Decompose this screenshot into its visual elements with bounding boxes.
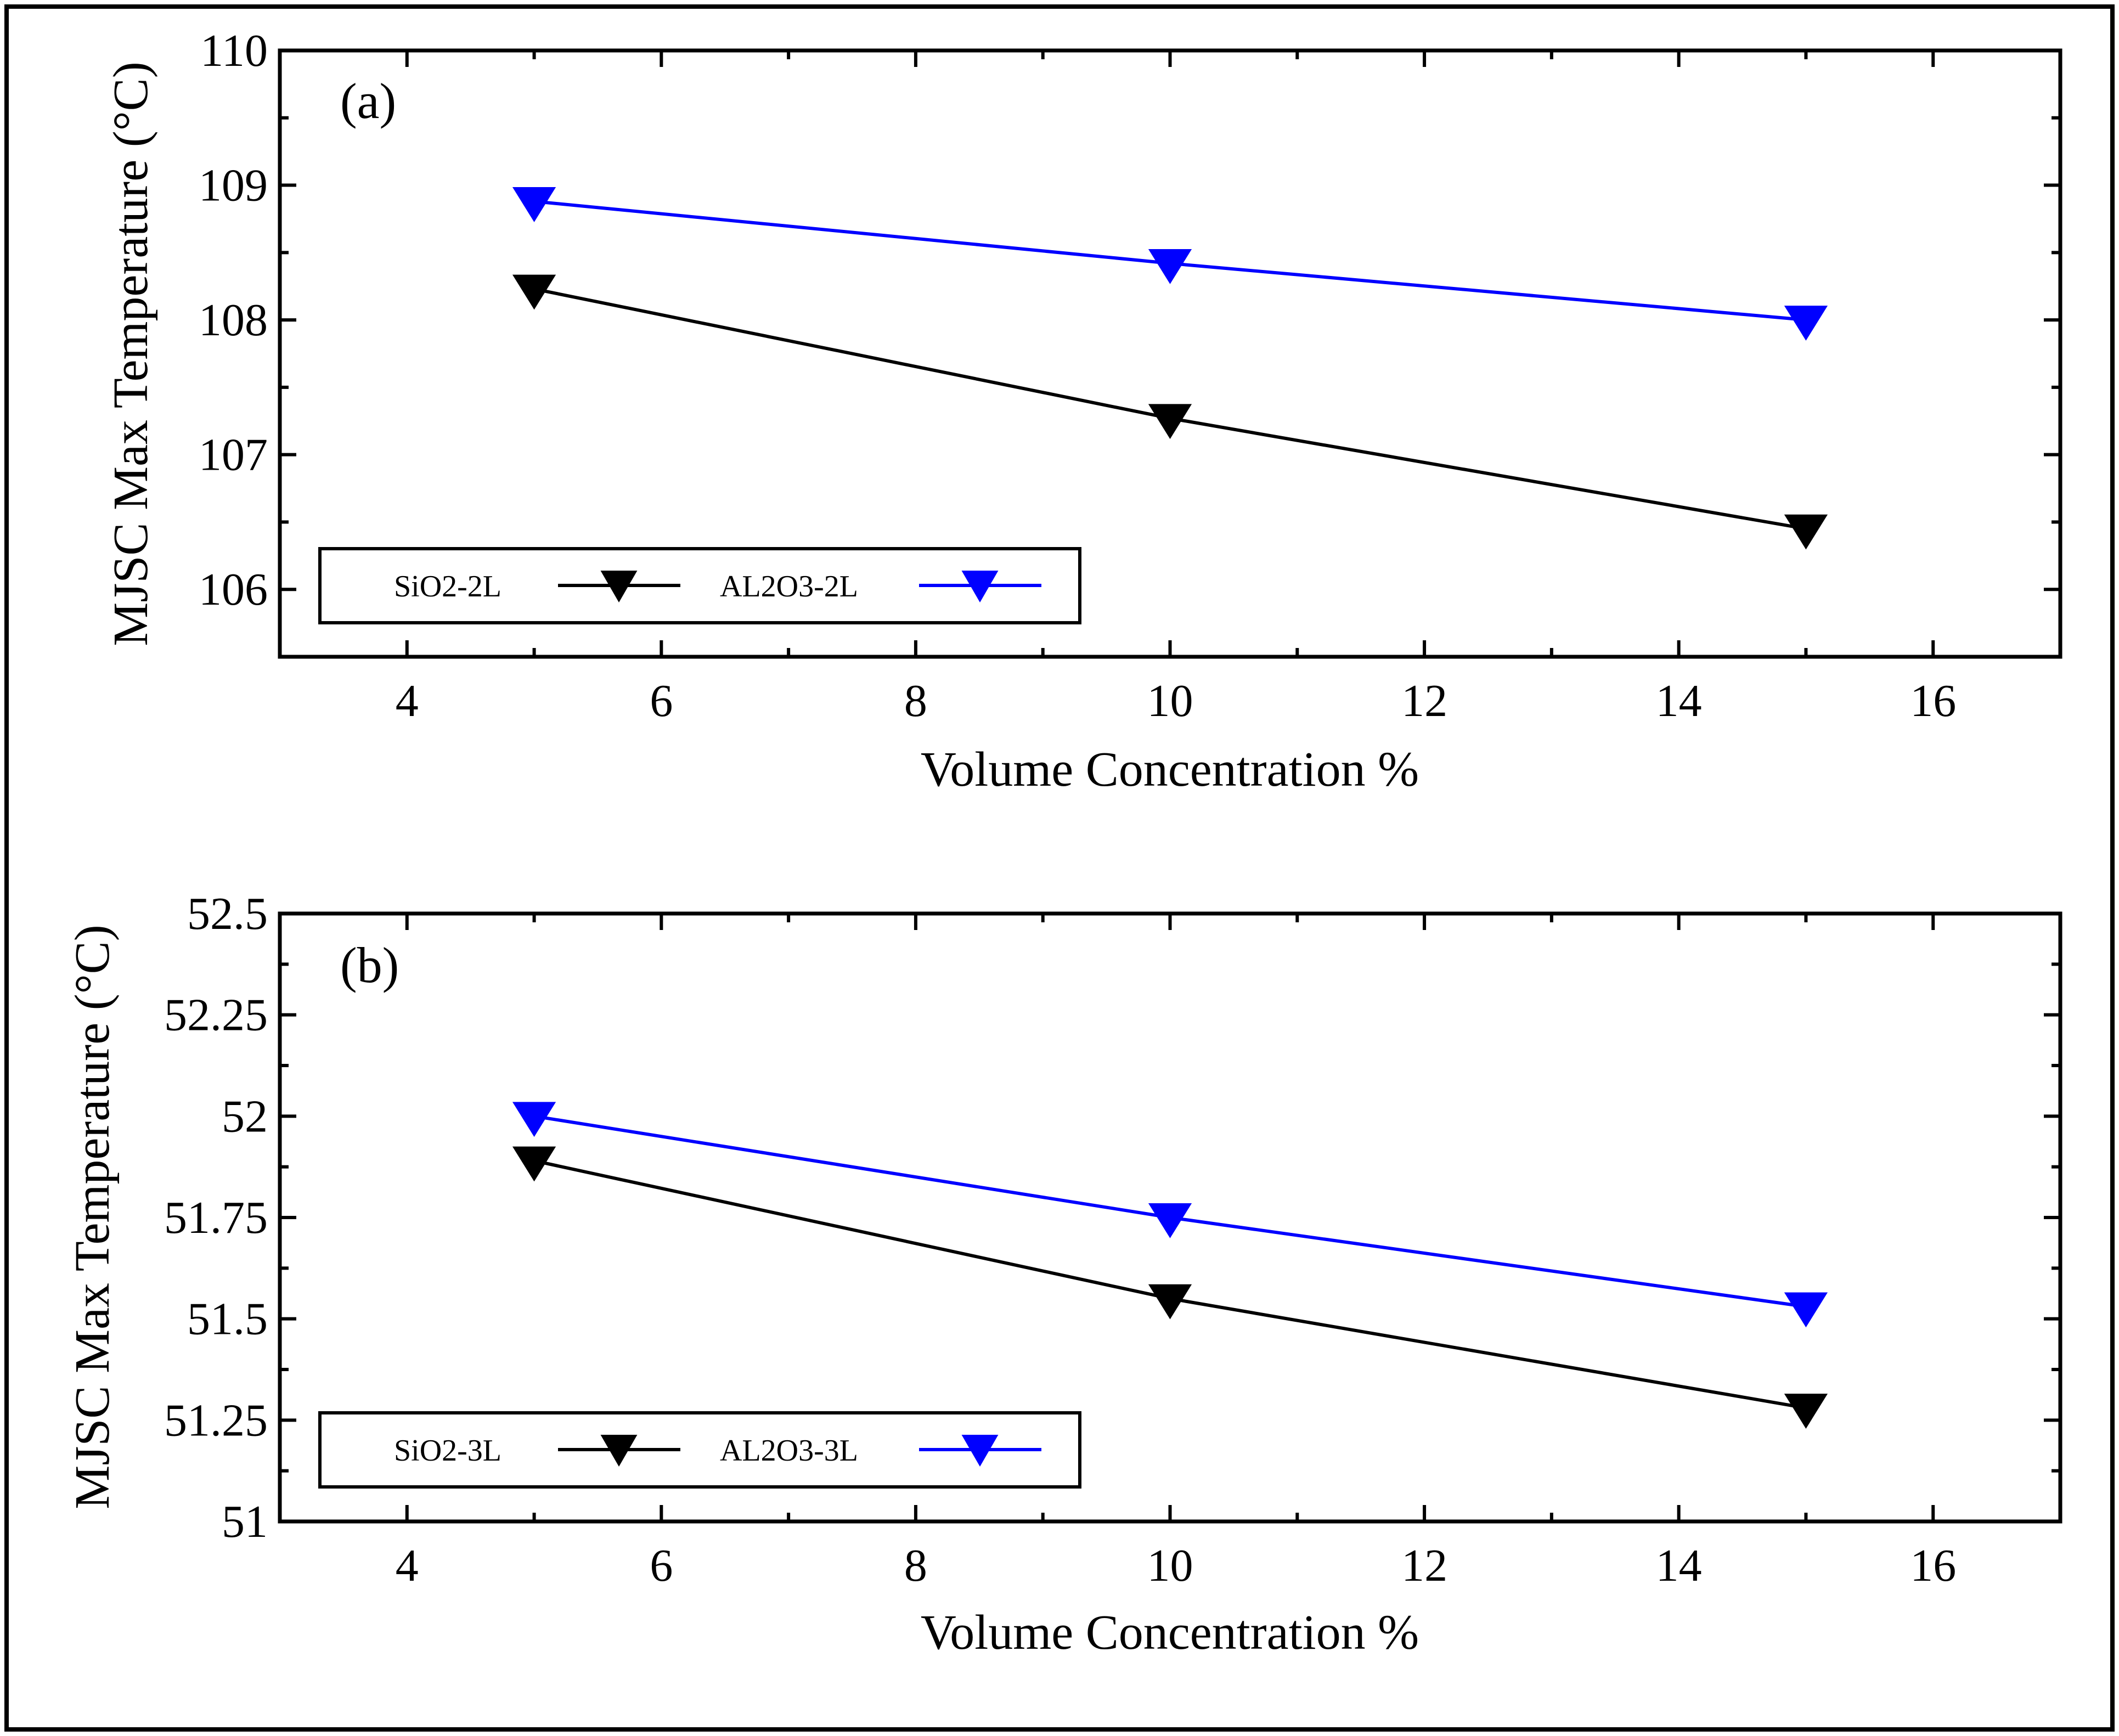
data-point-al2o3-3l (1784, 1292, 1828, 1328)
y-axis-title-b: MJSC Max Temperature (°C) (65, 925, 120, 1509)
legend-marker-sio2-3l (600, 1435, 638, 1467)
legend-marker-al2o3-3l (961, 1435, 999, 1467)
y-tick-label-a: 109 (199, 160, 268, 211)
y-tick-label-b: 51.5 (187, 1294, 268, 1345)
ticks-b: 4 6 8 10 12 14 16 51 51.25 51.5 51.75 52 52.25 52.5 (164, 888, 2062, 1591)
legend-a: SiO2-2L AL2O3-2L (318, 547, 1081, 624)
x-axis-title-a: Volume Concentration % (921, 742, 1419, 797)
data-point-sio2-2l (1784, 514, 1828, 550)
x-tick-label-a: 10 (1147, 675, 1193, 726)
data-point-al2o3-2l (1148, 249, 1192, 284)
x-tick-label-a: 8 (904, 675, 927, 726)
series-markers-a (512, 187, 1828, 550)
data-point-sio2-3l (1148, 1284, 1192, 1320)
y-tick-label-b: 51.25 (164, 1395, 268, 1446)
y-tick-label-a: 108 (199, 295, 268, 346)
y-axis-title-a: MJSC Max Temperature (°C) (104, 61, 158, 646)
data-point-sio2-3l (512, 1146, 556, 1182)
x-tick-label-b: 14 (1656, 1540, 1702, 1591)
y-tick-label-b: 52 (222, 1091, 268, 1142)
legend-label-sio2-2l: SiO2-2L (394, 570, 501, 604)
x-tick-label-b: 10 (1147, 1540, 1193, 1591)
x-tick-label-b: 6 (650, 1540, 673, 1591)
panel-a: 4 6 8 10 12 14 16 106 107 108 109 110 (a) Volume Co… (104, 25, 2062, 797)
x-tick-label-b: 8 (904, 1540, 927, 1591)
legend-label-sio2-3l: SiO2-3L (394, 1434, 501, 1468)
panel-label-b: (b) (340, 937, 399, 993)
y-tick-label-a: 110 (200, 25, 268, 76)
data-point-al2o3-3l (1148, 1203, 1192, 1238)
x-tick-label-b: 4 (396, 1540, 419, 1591)
x-tick-label-a: 14 (1656, 675, 1702, 726)
x-tick-label-a: 16 (1910, 675, 1956, 726)
x-tick-label-b: 16 (1910, 1540, 1956, 1591)
data-point-sio2-3l (1784, 1394, 1828, 1429)
panel-label-a: (a) (340, 73, 396, 129)
x-tick-label-b: 12 (1401, 1540, 1447, 1591)
series-lines-b (533, 1114, 1806, 1410)
y-tick-label-b: 51 (222, 1496, 268, 1547)
x-tick-label-a: 6 (650, 675, 673, 726)
x-tick-label-a: 4 (396, 675, 419, 726)
legend-marker-al2o3-2l (961, 571, 999, 603)
panel-b: 4 6 8 10 12 14 16 51 51.25 51.5 51.75 52 52.25 52.5 (… (65, 888, 2062, 1660)
legend-marker-sio2-2l (600, 571, 638, 603)
y-tick-label-b: 51.75 (164, 1192, 268, 1243)
y-tick-label-b: 52.5 (187, 888, 268, 939)
ticks-a: 4 6 8 10 12 14 16 106 107 108 109 110 (199, 25, 2062, 726)
y-tick-label-a: 107 (199, 430, 268, 481)
data-point-al2o3-2l (1784, 306, 1828, 341)
data-point-sio2-2l (1148, 404, 1192, 439)
x-tick-label-a: 12 (1401, 675, 1447, 726)
legend-label-al2o3-3l: AL2O3-3L (720, 1434, 858, 1468)
figure-border (4, 4, 2115, 1732)
legend-label-al2o3-2l: AL2O3-2L (720, 570, 858, 604)
x-axis-title-b: Volume Concentration % (921, 1605, 1419, 1660)
legend-b: SiO2-3L AL2O3-3L (318, 1411, 1081, 1489)
y-tick-label-b: 52.25 (164, 990, 268, 1041)
y-tick-label-a: 106 (199, 564, 268, 615)
data-point-sio2-2l (512, 274, 556, 310)
series-markers-b (512, 1102, 1828, 1429)
data-point-al2o3-2l (512, 187, 556, 222)
data-point-al2o3-3l (512, 1102, 556, 1137)
